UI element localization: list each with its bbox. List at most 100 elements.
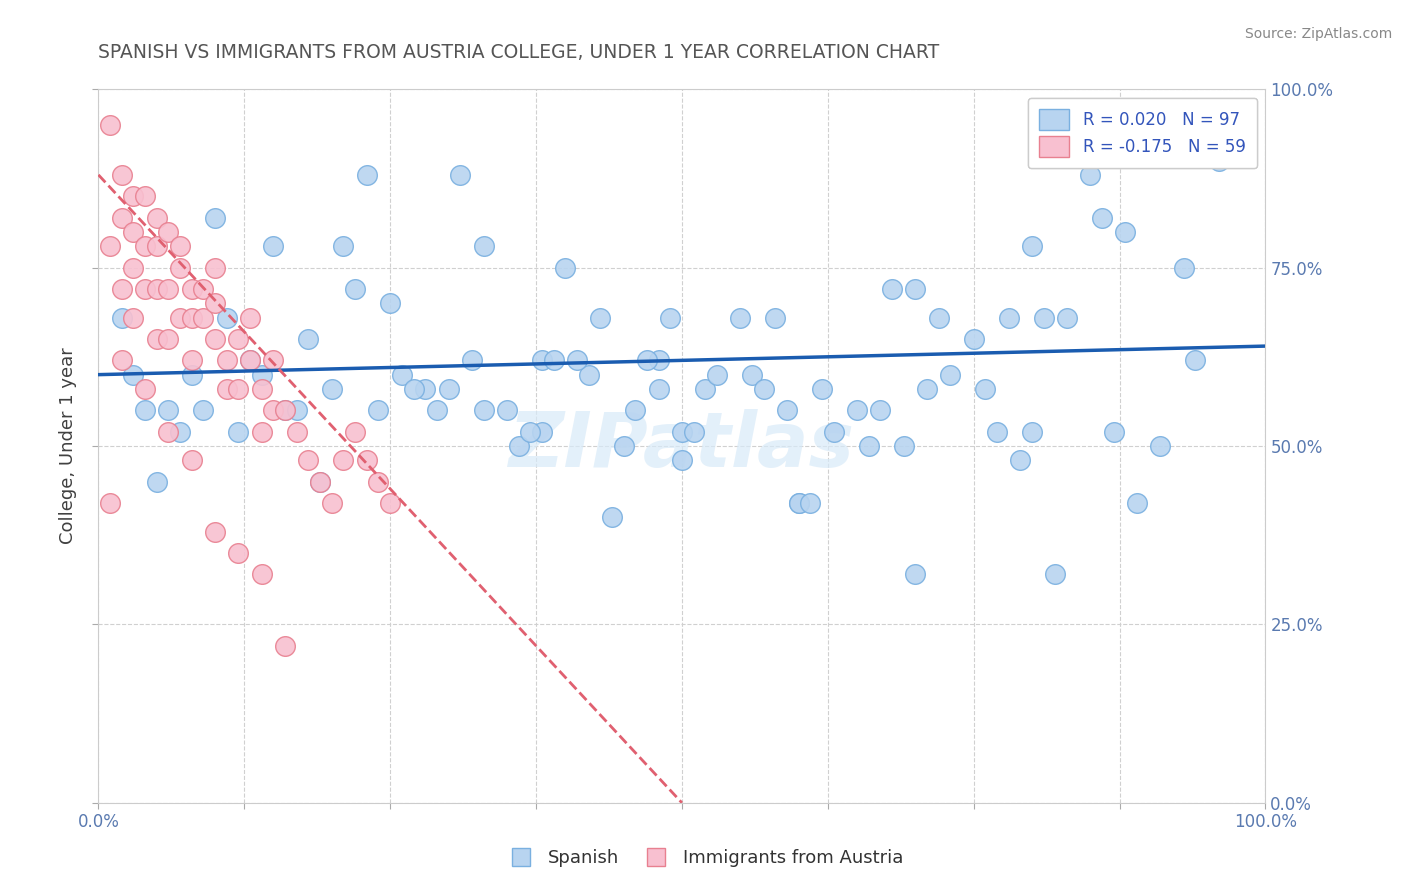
Point — [204, 524, 226, 539]
Point — [1208, 153, 1230, 168]
Point — [1184, 353, 1206, 368]
Point — [752, 382, 775, 396]
Point — [180, 453, 202, 467]
Point — [437, 382, 460, 396]
Point — [1126, 496, 1149, 510]
Point — [146, 211, 169, 225]
Point — [262, 403, 284, 417]
Point — [624, 403, 647, 417]
Point — [530, 425, 553, 439]
Point — [589, 310, 612, 325]
Point — [974, 382, 997, 396]
Point — [122, 189, 145, 203]
Point — [180, 282, 202, 296]
Point — [274, 403, 297, 417]
Point — [250, 567, 273, 582]
Point — [367, 475, 389, 489]
Text: SPANISH VS IMMIGRANTS FROM AUSTRIA COLLEGE, UNDER 1 YEAR CORRELATION CHART: SPANISH VS IMMIGRANTS FROM AUSTRIA COLLE… — [98, 44, 939, 62]
Point — [939, 368, 962, 382]
Point — [1137, 103, 1160, 118]
Point — [811, 382, 834, 396]
Point — [823, 425, 845, 439]
Point — [787, 496, 810, 510]
Point — [134, 382, 156, 396]
Point — [332, 239, 354, 253]
Point — [1195, 139, 1218, 153]
Point — [472, 239, 495, 253]
Point — [215, 353, 238, 368]
Point — [344, 282, 367, 296]
Point — [1032, 310, 1054, 325]
Point — [193, 310, 215, 325]
Point — [193, 282, 215, 296]
Point — [869, 403, 891, 417]
Point — [682, 425, 704, 439]
Point — [309, 475, 332, 489]
Point — [146, 282, 169, 296]
Point — [180, 310, 202, 325]
Point — [262, 239, 284, 253]
Point — [915, 382, 938, 396]
Point — [239, 310, 262, 325]
Point — [356, 453, 378, 467]
Point — [122, 368, 145, 382]
Point — [157, 425, 180, 439]
Y-axis label: College, Under 1 year: College, Under 1 year — [59, 348, 77, 544]
Point — [776, 403, 799, 417]
Point — [122, 260, 145, 275]
Point — [111, 211, 134, 225]
Point — [321, 496, 343, 510]
Point — [239, 353, 262, 368]
Point — [180, 353, 202, 368]
Point — [204, 332, 226, 346]
Point — [763, 310, 786, 325]
Point — [204, 296, 226, 310]
Point — [111, 310, 134, 325]
Point — [98, 118, 121, 132]
Point — [215, 382, 238, 396]
Point — [228, 382, 250, 396]
Point — [169, 425, 191, 439]
Point — [1045, 567, 1067, 582]
Point — [986, 425, 1008, 439]
Point — [565, 353, 588, 368]
Point — [285, 403, 308, 417]
Point — [157, 282, 180, 296]
Point — [1056, 310, 1078, 325]
Point — [741, 368, 763, 382]
Point — [578, 368, 600, 382]
Point — [1080, 168, 1102, 182]
Point — [1102, 425, 1125, 439]
Point — [962, 332, 984, 346]
Point — [391, 368, 413, 382]
Point — [169, 239, 191, 253]
Legend: R = 0.020   N = 97, R = -0.175   N = 59: R = 0.020 N = 97, R = -0.175 N = 59 — [1028, 97, 1257, 169]
Point — [180, 368, 202, 382]
Point — [880, 282, 903, 296]
Text: ZIPatlas: ZIPatlas — [509, 409, 855, 483]
Point — [111, 168, 134, 182]
Point — [730, 310, 752, 325]
Point — [706, 368, 728, 382]
Point — [297, 332, 319, 346]
Point — [193, 403, 215, 417]
Point — [134, 403, 156, 417]
Point — [928, 310, 950, 325]
Point — [787, 496, 810, 510]
Point — [111, 282, 134, 296]
Point — [378, 296, 402, 310]
Point — [613, 439, 636, 453]
Point — [378, 496, 402, 510]
Point — [285, 425, 308, 439]
Point — [204, 211, 226, 225]
Point — [228, 425, 250, 439]
Point — [146, 332, 169, 346]
Point — [1021, 239, 1043, 253]
Point — [461, 353, 484, 368]
Point — [157, 403, 180, 417]
Point — [344, 425, 367, 439]
Point — [134, 189, 156, 203]
Point — [274, 403, 297, 417]
Point — [122, 310, 145, 325]
Point — [204, 260, 226, 275]
